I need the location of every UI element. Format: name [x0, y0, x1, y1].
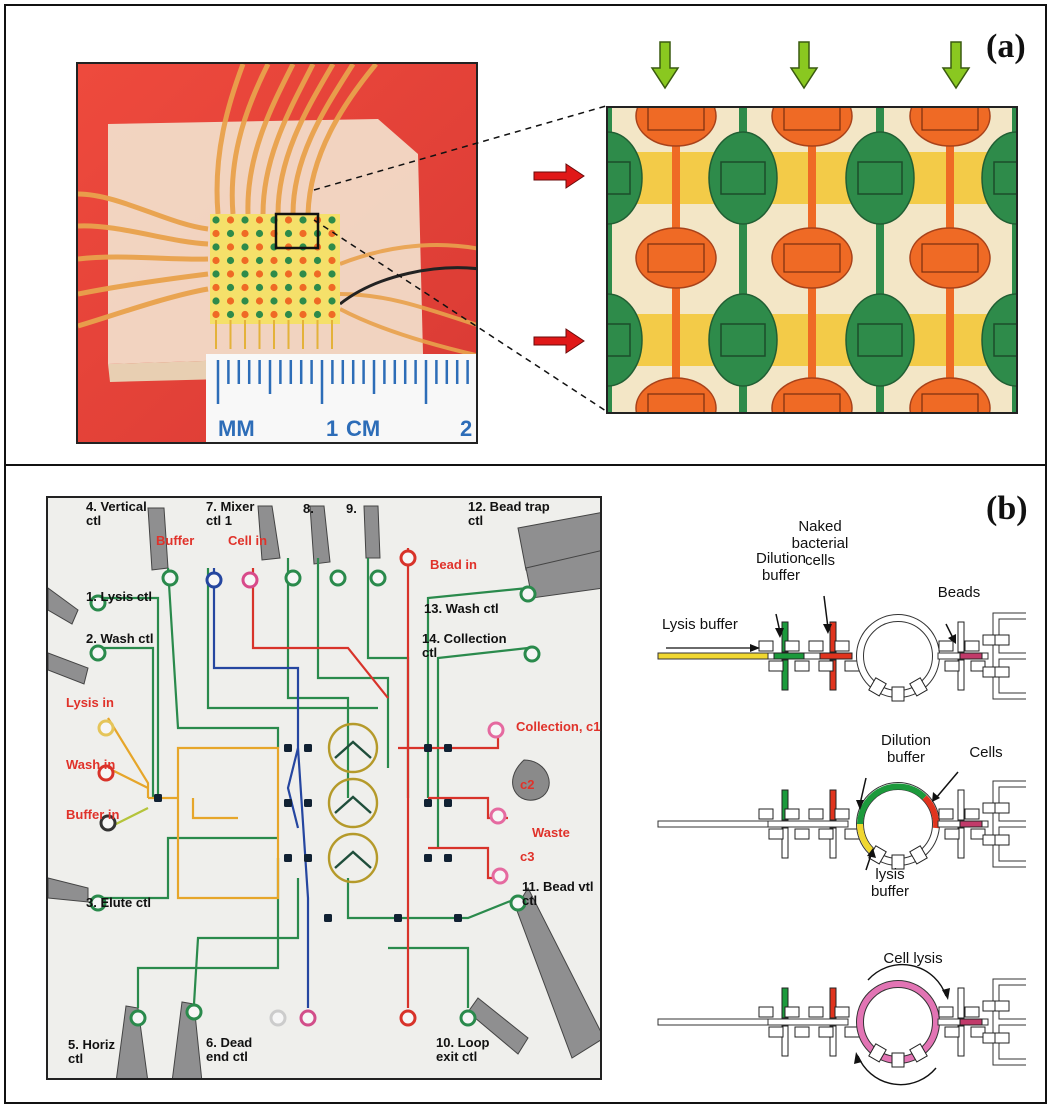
chip-label-layer: 4. Vertical ctl Buffer 7. Mixer ctl 1 Cell in…: [46, 496, 602, 1080]
chip-photo-illustration: MM 1 CM 2: [78, 64, 476, 442]
ruler-two-label: 2: [460, 416, 472, 441]
green-down-arrows: [650, 41, 971, 90]
chip-label-beadtrap: 12. Bead trap ctl: [468, 499, 550, 528]
label-beads: Beads: [937, 584, 981, 601]
label-naked-bacterial-cells: Naked bacterial cells: [791, 518, 849, 569]
panel-b: (b) 4.: [4, 464, 1047, 1104]
chip-label-elute: 3. Elute ctl: [86, 895, 152, 910]
chip-label-loopexit: 10. Loop exit ctl: [436, 1035, 490, 1064]
chip-label-washin: Wash in: [66, 757, 116, 772]
chip-label-cellin: Cell in: [228, 533, 268, 548]
label-lysis-buffer-2: lysis buffer: [870, 866, 910, 900]
schematic-step-3: [657, 963, 1026, 1086]
schematic-step-2: [657, 771, 1026, 871]
panel-a: (a): [4, 4, 1047, 466]
ruler-mm-label: MM: [218, 416, 255, 441]
chip-label-vertical: 4. Vertical ctl: [86, 499, 147, 528]
chip-label-n8: 8.: [303, 501, 314, 516]
device-channels: [48, 498, 600, 1078]
chip-label-collectionctl: 14. Collection ctl: [422, 631, 507, 660]
chip-label-n9: 9.: [346, 501, 357, 516]
panel-a-label: (a): [986, 28, 1026, 65]
label-cells: Cells: [969, 744, 1003, 761]
label-lysis-buffer: Lysis buffer: [662, 616, 738, 633]
chip-label-bufferin: Buffer in: [66, 807, 120, 822]
chip-label-washctl2: 2. Wash ctl: [86, 631, 154, 646]
valve-micrograph-illustration: [608, 108, 1016, 412]
schematic-step-1: [657, 595, 1026, 702]
device-photo: [46, 496, 602, 1080]
chip-photo: MM 1 CM 2: [76, 62, 478, 444]
zoom-lines: [313, 41, 971, 412]
chip-label-deadend: 6. Dead end ctl: [206, 1035, 253, 1064]
chip-label-mixer: 7. Mixer ctl 1: [206, 499, 255, 528]
red-right-arrows: [533, 163, 585, 354]
chip-label-lysisctl: 1. Lysis ctl: [86, 589, 152, 604]
label-cell-lysis: Cell lysis: [883, 950, 943, 967]
chip-label-beadvtl: 11. Bead vtl ctl: [522, 879, 594, 908]
lysis-schematic: [657, 595, 1026, 1086]
label-dilution-buffer-1: Dilution buffer: [755, 550, 807, 584]
chip-label-buffer: Buffer: [156, 533, 195, 548]
chip-label-collection: Collection, c1: [516, 719, 601, 734]
label-dilution-buffer-2: Dilution buffer: [880, 732, 932, 766]
chip-label-c2: c2: [520, 777, 535, 792]
chip-label-lysisin: Lysis in: [66, 695, 114, 710]
chip-label-beadin: Bead in: [430, 557, 477, 572]
chip-label-washctl13: 13. Wash ctl: [424, 601, 499, 616]
ruler-cm-label: CM: [346, 416, 380, 441]
valve-micrograph: [606, 106, 1018, 414]
chip-label-horiz: 5. Horiz ctl: [68, 1037, 115, 1066]
chip-label-c3: c3: [520, 849, 535, 864]
ruler-one-label: 1: [326, 416, 338, 441]
chip-label-waste: Waste: [532, 825, 570, 840]
panel-b-label: (b): [986, 490, 1028, 527]
